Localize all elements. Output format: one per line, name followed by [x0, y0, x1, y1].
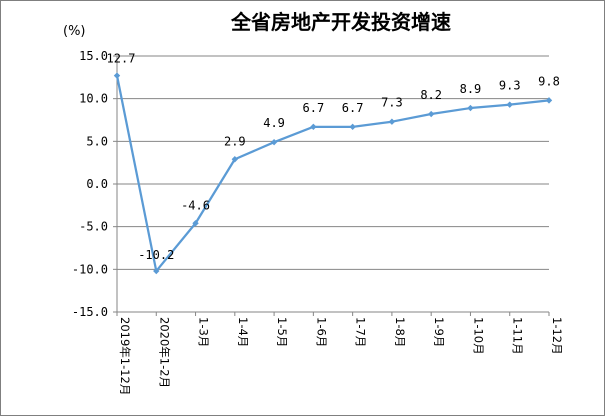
data-point-marker — [349, 123, 356, 131]
x-tick-label: 1-10月 — [471, 317, 485, 355]
data-point-marker — [545, 97, 553, 104]
data-label: 4.9 — [263, 116, 285, 130]
data-point-marker — [113, 72, 121, 79]
data-label: -4.6 — [181, 198, 210, 212]
x-tick-label: 1-11月 — [511, 317, 525, 355]
y-tick-label: 5.0 — [86, 134, 108, 148]
x-tick-label: 1-3月 — [197, 317, 211, 347]
y-tick-label: -10.0 — [72, 262, 108, 276]
data-point-marker — [310, 123, 317, 131]
y-tick-labels: 15.0 10.0 5.0 0.0 -5.0 -10.0 -15.0 — [72, 49, 108, 319]
axes — [113, 55, 550, 316]
data-point-marker — [506, 101, 513, 108]
data-label: 9.3 — [499, 79, 521, 93]
x-tick-label: 1-8月 — [393, 317, 407, 347]
y-tick-label: 15.0 — [79, 49, 108, 63]
x-tick-labels: 2019年1-12月 2020年1-2月 1-3月 1-4月 1-5月 1-6月 1-7月 1… — [118, 317, 564, 395]
x-tick-label: 2019年1-12月 — [118, 317, 132, 395]
data-label: 7.3 — [381, 96, 403, 110]
data-point-marker — [270, 138, 278, 146]
data-point-marker — [231, 156, 239, 163]
x-tick-label: 1-9月 — [432, 317, 446, 347]
data-label: 12.7 — [107, 52, 136, 66]
y-unit-label: (%) — [63, 24, 86, 39]
x-tick-label: 1-12月 — [550, 317, 564, 355]
y-tick-label: 0.0 — [86, 177, 108, 191]
data-point-marker — [467, 104, 474, 112]
data-label: 9.8 — [538, 74, 560, 88]
data-label: 8.2 — [420, 88, 442, 102]
data-point-marker — [388, 118, 396, 125]
y-tick-label: -15.0 — [72, 305, 108, 319]
x-tick-label: 1-6月 — [314, 317, 328, 347]
data-point-marker — [153, 267, 160, 275]
gridlines — [117, 55, 549, 313]
chart-title: 全省房地产开发投资增速 — [230, 10, 451, 34]
data-point-marker — [427, 110, 435, 118]
x-tick-label: 1-4月 — [236, 317, 250, 347]
data-series — [113, 72, 553, 275]
data-label: 2.9 — [224, 134, 246, 148]
data-label: 6.7 — [342, 101, 364, 115]
series-line — [115, 75, 550, 273]
x-tick-label: 2020年1-2月 — [157, 317, 171, 388]
data-label: 8.9 — [460, 82, 482, 96]
y-tick-label: 10.0 — [79, 92, 108, 106]
data-label: -10.2 — [138, 248, 174, 262]
y-tick-label: -5.0 — [79, 220, 108, 234]
x-tick-label: 1-5月 — [275, 317, 289, 347]
x-tick-label: 1-7月 — [354, 317, 368, 347]
data-labels: 12.7 -10.2 -4.6 2.9 4.9 6.7 6.7 7.3 8.2 8.9 9.3 9.8 — [107, 52, 560, 262]
data-label: 6.7 — [303, 101, 325, 115]
data-point-marker — [192, 220, 199, 227]
